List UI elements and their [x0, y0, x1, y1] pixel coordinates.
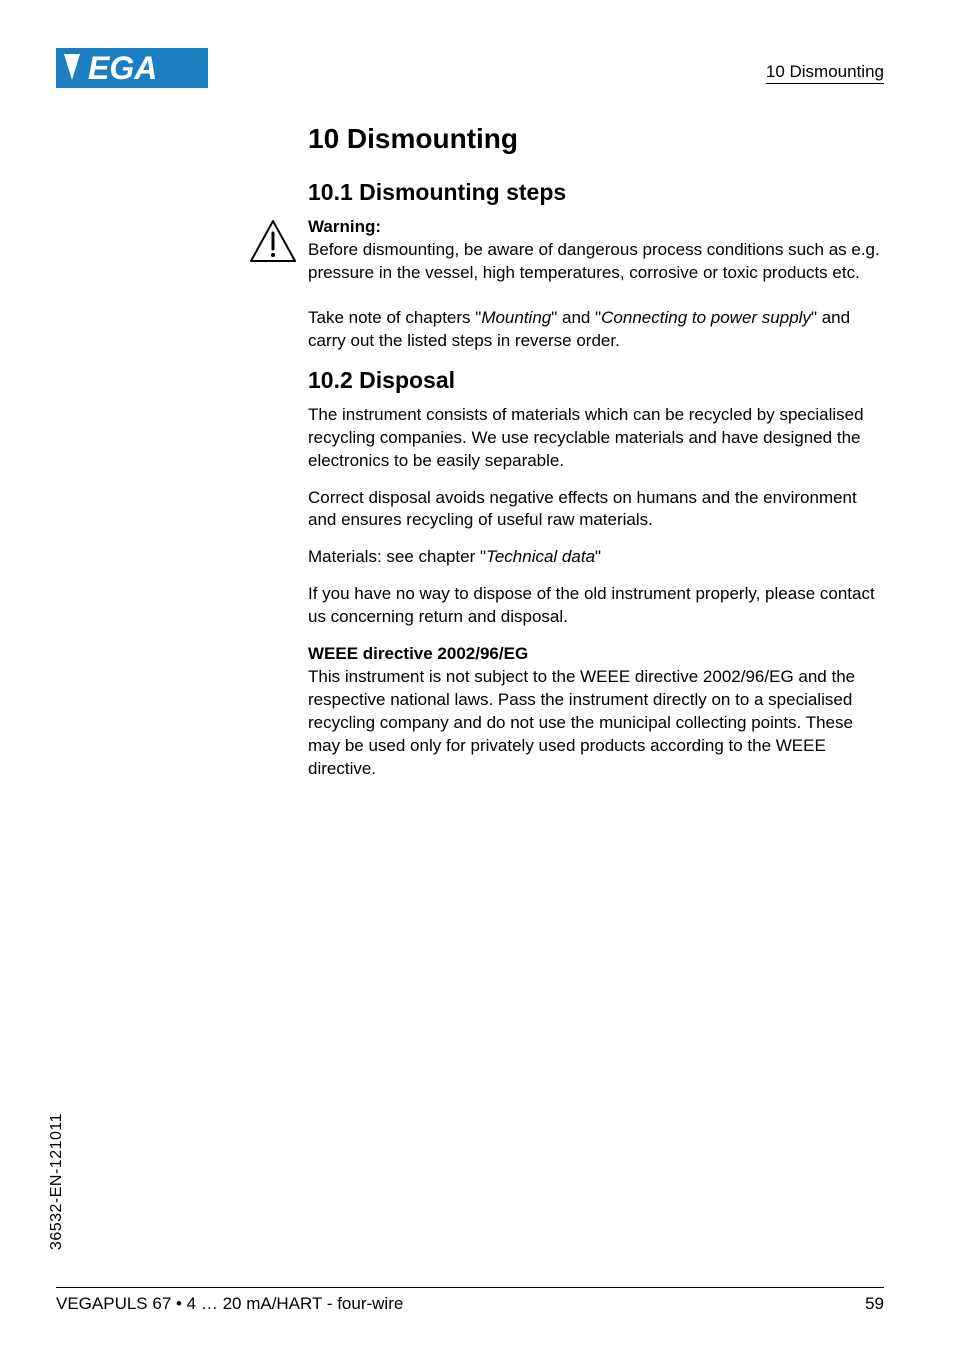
text-fragment: Materials: see chapter "	[308, 547, 486, 566]
main-content: 10 Dismounting 10.1 Dismounting steps Wa…	[308, 123, 884, 795]
text-fragment: " and "	[551, 308, 601, 327]
section-10-1-title: 10.1 Dismounting steps	[308, 179, 884, 206]
warning-body: Before dismounting, be aware of dangerou…	[308, 239, 884, 285]
side-doc-number: 36532-EN-121011	[48, 1113, 66, 1250]
svg-text:EGA: EGA	[88, 50, 157, 86]
warning-block: Warning: Before dismounting, be aware of…	[248, 216, 884, 299]
section-10-2-title: 10.2 Disposal	[308, 367, 884, 394]
warning-icon	[248, 218, 298, 269]
weee-body: This instrument is not subject to the WE…	[308, 666, 884, 781]
footer-page-number: 59	[865, 1294, 884, 1314]
section-10-2-p4: If you have no way to dispose of the old…	[308, 583, 884, 629]
warning-label: Warning:	[308, 216, 884, 239]
section-10-2-p3: Materials: see chapter "Technical data"	[308, 546, 884, 569]
text-fragment: "	[595, 547, 601, 566]
text-fragment-italic: Connecting to power supply	[601, 308, 811, 327]
footer-left: VEGAPULS 67 • 4 … 20 mA/HART - four-wire	[56, 1294, 403, 1314]
header-section-label: 10 Dismounting	[766, 62, 884, 82]
text-fragment-italic: Technical data	[486, 547, 595, 566]
section-10-1-p2: Take note of chapters "Mounting" and "Co…	[308, 307, 884, 353]
text-fragment-italic: Mounting	[481, 308, 551, 327]
chapter-title: 10 Dismounting	[308, 123, 884, 155]
weee-label: WEEE directive 2002/96/EG	[308, 643, 884, 666]
section-10-2-p2: Correct disposal avoids negative effects…	[308, 487, 884, 533]
vega-logo: EGA	[56, 48, 208, 93]
section-10-2-p1: The instrument consists of materials whi…	[308, 404, 884, 473]
text-fragment: Take note of chapters "	[308, 308, 481, 327]
footer-divider	[56, 1287, 884, 1288]
